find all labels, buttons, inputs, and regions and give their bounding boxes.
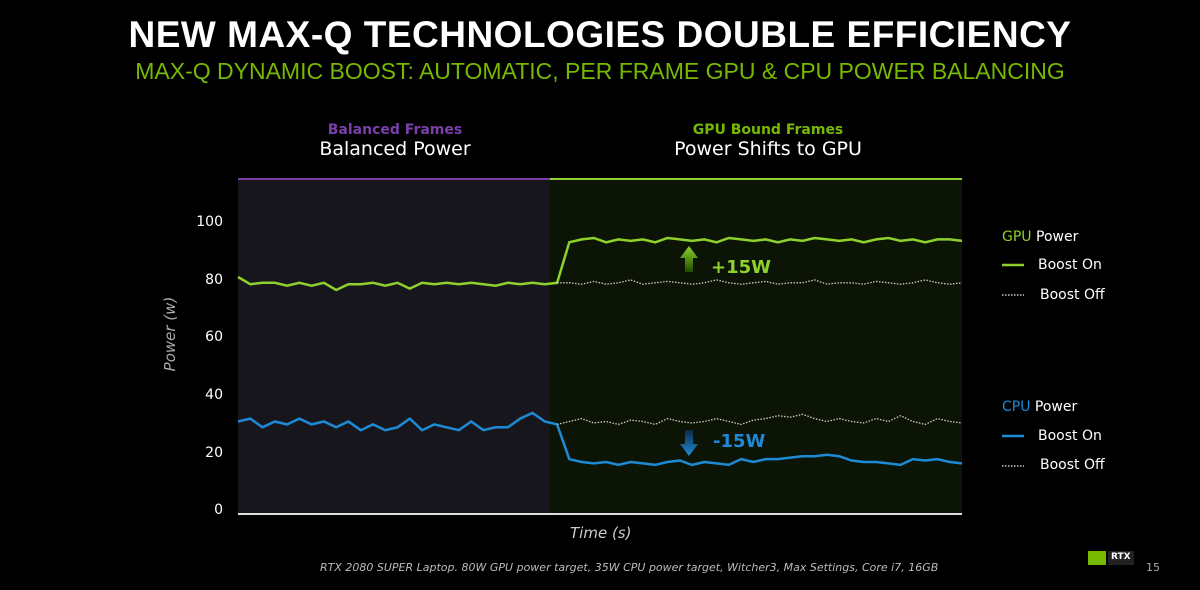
section-label: Power Shifts to GPU (674, 138, 862, 160)
nvidia-rtx-logo: RTX (1088, 551, 1134, 565)
slide-title: NEW MAX-Q TECHNOLOGIES DOUBLE EFFICIENCY (128, 14, 1072, 55)
gpu-gain-label: +15W (711, 257, 771, 278)
y-axis-label: Power (w) (161, 296, 179, 372)
section-label: Balanced Power (319, 138, 471, 160)
legend-gpu-title: GPU Power (1002, 229, 1078, 245)
y-tick: 80 (205, 272, 223, 288)
down-arrow-icon (680, 430, 698, 456)
section-kicker: Balanced Frames (327, 122, 463, 138)
legend-power-word: Power (1034, 399, 1078, 415)
legend-cpu-off: Boost Off (1040, 457, 1105, 473)
y-tick: 0 (214, 502, 223, 518)
gpu-bound-region (550, 179, 962, 514)
footnote: RTX 2080 SUPER Laptop. 80W GPU power tar… (320, 561, 939, 574)
legend-gpu-on: Boost On (1038, 257, 1102, 273)
cpu-boost-off-line (556, 413, 963, 426)
legend-cpu-title: CPU Power (1002, 399, 1077, 415)
x-axis-label: Time (s) (570, 524, 632, 542)
section-kicker: GPU Bound Frames (692, 122, 844, 138)
cpu-loss-label: -15W (713, 431, 766, 452)
y-tick: 20 (205, 445, 223, 461)
legend-gpu-off: Boost Off (1040, 287, 1105, 303)
balanced-region (238, 179, 550, 514)
cpu-boost-on-line (237, 411, 963, 467)
y-tick: 40 (205, 387, 223, 403)
up-arrow-icon (680, 246, 698, 272)
slide-subtitle: MAX-Q DYNAMIC BOOST: AUTOMATIC, PER FRAM… (135, 58, 1065, 84)
gpu-boost-on-line (237, 236, 963, 292)
y-tick: 100 (196, 214, 223, 230)
legend-power-word: Power (1036, 229, 1079, 245)
section-gpu-bound: GPU Bound Frames Power Shifts to GPU (618, 122, 918, 160)
page-number: 15 (1146, 561, 1160, 574)
legend-cpu-on: Boost On (1038, 428, 1102, 444)
section-balanced: Balanced Frames Balanced Power (270, 122, 520, 160)
legend-gpu-word: GPU (1002, 229, 1032, 245)
legend-cpu-word: CPU (1002, 399, 1031, 415)
rtx-badge: RTX (1108, 551, 1134, 565)
gpu-boost-off-line (557, 279, 963, 285)
y-tick: 60 (205, 329, 223, 345)
nvidia-logo-icon (1088, 551, 1106, 565)
